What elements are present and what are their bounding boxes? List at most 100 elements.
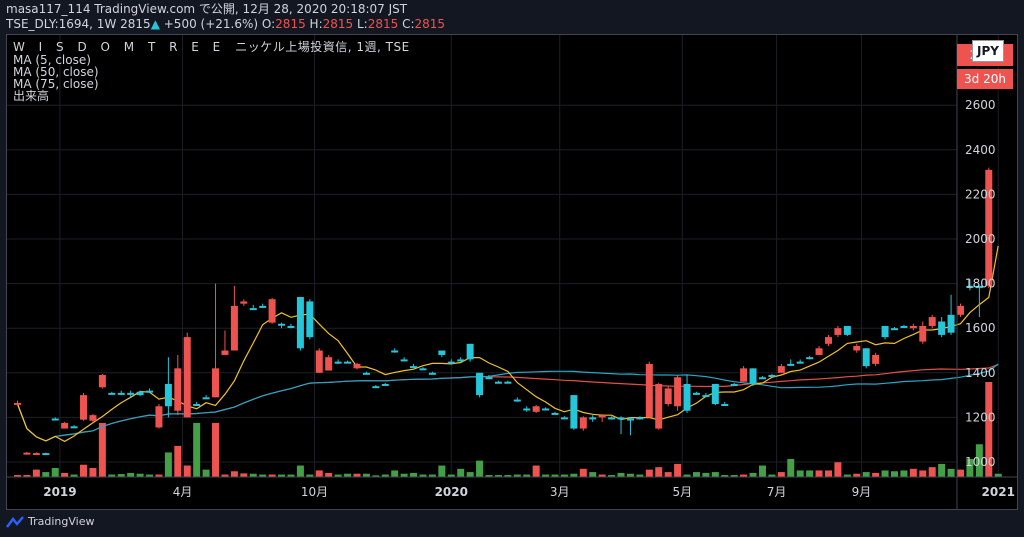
legend-ma50[interactable]: MA (50, close): [13, 65, 99, 79]
candle-body: [428, 372, 436, 375]
candle-body: [815, 348, 823, 355]
volume-bar: [674, 463, 682, 477]
volume-bar: [457, 468, 465, 477]
volume-bar: [730, 475, 738, 477]
x-tick-label: 4月: [173, 485, 193, 499]
candle-body: [221, 350, 229, 355]
candle-body: [957, 305, 964, 315]
candle-body: [202, 397, 210, 400]
legend-volume[interactable]: 出来高: [13, 89, 50, 103]
symbol-name: TSE_DLY:1694, 1W: [6, 17, 117, 31]
volume-bar: [824, 470, 832, 477]
volume-bar: [532, 465, 540, 477]
candle-body: [249, 308, 257, 311]
volume-bar: [957, 469, 964, 477]
volume-bar: [155, 474, 163, 477]
candle-body: [117, 392, 125, 395]
volume-bar: [664, 472, 672, 477]
volume-bar: [570, 473, 578, 477]
volume-bar: [23, 475, 31, 477]
volume-bar: [315, 470, 323, 477]
candle-body: [843, 325, 851, 335]
candle-body: [711, 383, 719, 405]
chart-title-rest: ニッケル上場投資信, 1週, TSE: [235, 40, 410, 54]
volume-bar: [560, 474, 568, 477]
candle-body: [579, 417, 587, 429]
candle-body: [683, 383, 691, 411]
volume-bar: [372, 475, 380, 477]
ohlc-open-value: 2815: [275, 17, 306, 31]
x-tick-label: 2020: [435, 485, 468, 499]
candle-body: [966, 285, 974, 289]
volume-bar: [608, 475, 616, 477]
candle-body: [787, 363, 795, 366]
y-tick-label: 1000: [965, 455, 996, 469]
candle-body: [560, 417, 568, 420]
candle-body: [212, 368, 220, 398]
volume-bar: [787, 458, 795, 477]
volume-bar: [80, 464, 88, 477]
volume-bar: [485, 475, 493, 477]
x-tick-label: 9月: [852, 485, 872, 499]
volume-bar: [146, 474, 154, 477]
volume-bar: [890, 471, 898, 477]
y-tick-label: 2400: [965, 143, 996, 157]
candle-body: [523, 408, 531, 411]
volume-bar: [928, 467, 936, 477]
y-tick-label: 2000: [965, 232, 996, 246]
candle-body: [532, 406, 540, 412]
bar-countdown-badge: 3d 20h: [957, 69, 1013, 89]
chart-panel[interactable]: 1000 1200 1400 1600 1800 2000 2200 2400 2600 2019…: [6, 34, 1018, 510]
candle-body: [740, 368, 748, 382]
x-tick-label: 7月: [767, 485, 787, 499]
volume-bar: [702, 472, 710, 477]
volume-bar: [985, 382, 993, 477]
candle-body: [645, 363, 653, 418]
volume-bar: [815, 470, 823, 477]
candle-body: [504, 381, 512, 384]
volume-bar: [362, 473, 370, 477]
volume-bar: [966, 458, 974, 477]
volume-bar: [61, 472, 69, 477]
volume-bar: [542, 474, 550, 477]
ohlc-high-value: 2815: [322, 17, 354, 31]
y-tick-label: 1200: [965, 410, 996, 424]
ohlc-low-value: 2815: [367, 17, 399, 31]
volume-bar: [42, 472, 50, 477]
candle-body: [570, 395, 578, 429]
candle-body: [183, 337, 191, 418]
x-tick-label: 3月: [550, 485, 570, 499]
legend-ma75[interactable]: MA (75, close): [13, 77, 99, 91]
currency-button[interactable]: JPY: [972, 40, 1004, 62]
legend-ma5[interactable]: MA (5, close): [13, 53, 91, 67]
volume-bar: [98, 422, 106, 477]
candle-body: [900, 325, 908, 328]
candle-body: [928, 317, 936, 326]
candle-body: [419, 368, 427, 371]
volume-bar: [900, 470, 908, 477]
candle-body: [749, 368, 757, 384]
volume-bar: [193, 422, 201, 477]
volume-bar: [221, 474, 229, 477]
volume-bar: [617, 472, 625, 477]
publish-info: masa117_114 TradingView.com で公開, 12月 28,…: [6, 2, 408, 16]
last-price: 2815: [120, 17, 151, 31]
volume-bar: [51, 467, 59, 477]
candle-body: [881, 325, 889, 338]
candle-body: [466, 343, 474, 360]
candle-body: [890, 328, 898, 331]
footer-brand[interactable]: TradingView: [6, 515, 94, 528]
volume-bar: [909, 468, 917, 477]
volume-bar: [740, 474, 748, 477]
volume-bar: [240, 473, 248, 477]
candle-body: [485, 377, 493, 380]
volume-bar: [136, 473, 144, 477]
candle-body: [551, 412, 559, 415]
volume-bar: [287, 474, 295, 477]
chart-canvas[interactable]: 1000 1200 1400 1600 1800 2000 2200 2400 2600 2019…: [7, 35, 1017, 509]
candle-body: [174, 368, 182, 411]
volume-bar: [344, 473, 352, 477]
volume-bar: [862, 472, 870, 477]
volume-bar: [391, 470, 399, 477]
volume-bar: [230, 471, 238, 477]
